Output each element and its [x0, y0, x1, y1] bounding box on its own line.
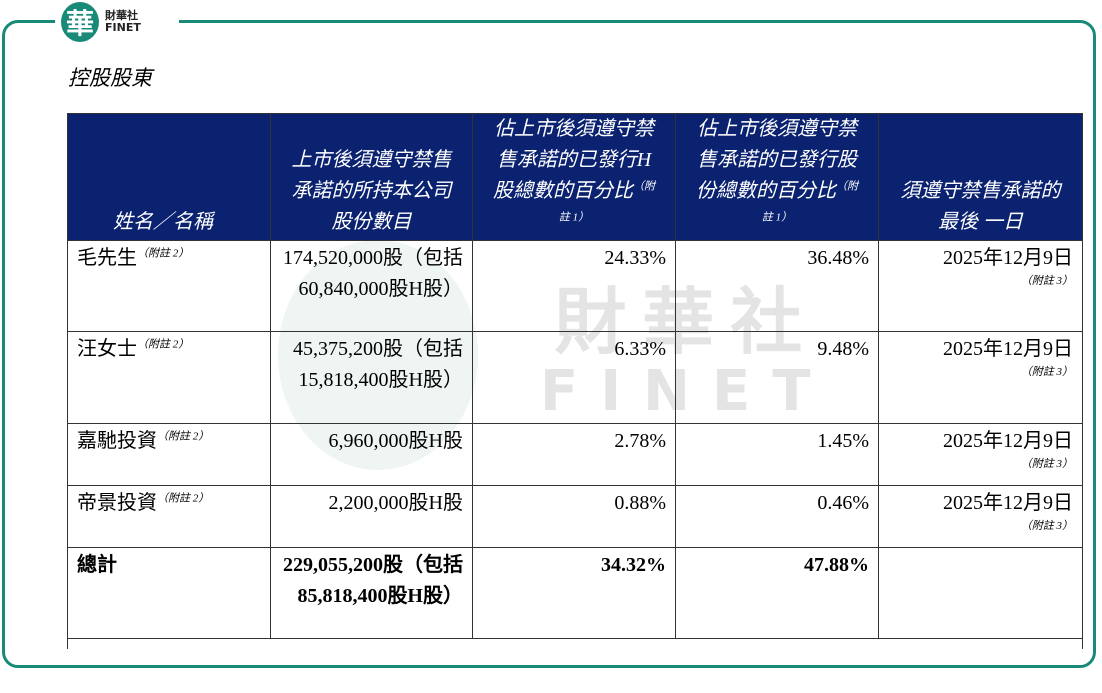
cell-text: 2,200,000股H股 [328, 492, 463, 514]
data-cell: 毛先生（附註 2） [67, 240, 271, 332]
footnote: （附註 3） [1020, 458, 1073, 470]
data-row: 嘉馳投資（附註 2） 6,960,000股H股 2.78% 1.45% 2025年12月… [67, 423, 1083, 486]
logo: 華 財華社 FINET [55, 0, 179, 44]
footnote: （附註 2） [137, 338, 190, 351]
logo-name: 財華社 [105, 9, 138, 22]
logo-mark: 華 [61, 2, 99, 42]
cell-text: 229,055,200股（包括85,818,400股H股） [283, 554, 463, 607]
data-cell: 24.33% [472, 240, 676, 332]
cell-text: 6,960,000股H股 [328, 430, 463, 452]
cell-text: 總計 [77, 554, 117, 576]
data-cell: 174,520,000股（包括60,840,000股H股） [270, 240, 473, 332]
header-cell: 須遵守禁售承諾的最後 一日 [878, 113, 1083, 241]
cell-text: 佔上市後須遵守禁售承諾的已發行H股總數的百分比 [493, 118, 654, 202]
empty-cell [67, 638, 271, 649]
data-cell: 帝景投資（附註 2） [67, 485, 271, 548]
section-title: 控股股東 [68, 66, 152, 90]
holdings-table: 姓名／名稱 上市後須遵守禁售承諾的所持本公司股份數目 佔上市後須遵守禁售承諾的已發行… [67, 113, 1083, 649]
data-cell: 2025年12月9日 （附註 3） [878, 423, 1083, 486]
empty-cell [675, 638, 879, 649]
data-cell: 45,375,200股（包括15,818,400股H股） [270, 331, 473, 424]
empty-cell [270, 638, 473, 649]
cell-text: 2.78% [614, 430, 666, 452]
frame [2, 20, 1096, 668]
total-cell: 229,055,200股（包括85,818,400股H股） [270, 547, 473, 639]
total-cell: 總計 [67, 547, 271, 639]
data-cell: 0.46% [675, 485, 879, 548]
data-row: 帝景投資（附註 2） 2,200,000股H股 0.88% 0.46% 2025年12月… [67, 485, 1083, 548]
footnote: （附註 3） [1020, 520, 1073, 532]
header-cell: 上市後須遵守禁售承諾的所持本公司股份數目 [270, 113, 473, 241]
footnote: （附註 2） [157, 492, 210, 505]
total-cell: 47.88% [675, 547, 879, 639]
cell-text: 姓名／名稱 [113, 211, 213, 233]
cell-text: 嘉馳投資 [77, 430, 157, 452]
footnote: （附註 1） [558, 180, 655, 224]
data-cell: 2.78% [472, 423, 676, 486]
data-cell: 2025年12月9日 （附註 3） [878, 240, 1083, 332]
data-cell: 2025年12月9日 （附註 3） [878, 331, 1083, 424]
table-continuation [67, 638, 1083, 649]
data-cell: 36.48% [675, 240, 879, 332]
header-cell: 姓名／名稱 [67, 113, 271, 241]
cell-text: 34.32% [601, 554, 666, 576]
cell-text: 45,375,200股（包括15,818,400股H股） [293, 338, 463, 391]
cell-text: 0.88% [614, 492, 666, 514]
header-cell: 佔上市後須遵守禁售承諾的已發行股份總數的百分比（附註 1） [675, 113, 879, 241]
cell-text: 須遵守禁售承諾的最後 一日 [900, 180, 1061, 233]
cell-text: 1.45% [817, 430, 869, 452]
data-cell: 汪女士（附註 2） [67, 331, 271, 424]
cell-text: 2025年12月9日 [943, 492, 1073, 514]
footnote: （附註 2） [137, 247, 190, 260]
empty-cell [878, 547, 1083, 639]
data-cell: 1.45% [675, 423, 879, 486]
cell-text: 0.46% [817, 492, 869, 514]
cell-text: 174,520,000股（包括60,840,000股H股） [283, 247, 463, 300]
footnote: （附註 3） [1020, 366, 1073, 378]
data-cell: 2025年12月9日 （附註 3） [878, 485, 1083, 548]
logo-sub: FINET [105, 21, 141, 34]
cell-text: 佔上市後須遵守禁售承諾的已發行股份總數的百分比 [696, 118, 857, 202]
empty-cell [878, 638, 1083, 649]
cell-text: 47.88% [804, 554, 869, 576]
footnote: （附註 1） [761, 180, 858, 224]
cell-text: 24.33% [604, 247, 666, 269]
data-cell: 6,960,000股H股 [270, 423, 473, 486]
cell-text: 帝景投資 [77, 492, 157, 514]
header-row: 姓名／名稱 上市後須遵守禁售承諾的所持本公司股份數目 佔上市後須遵守禁售承諾的已發行… [67, 113, 1083, 241]
footnote: （附註 2） [157, 430, 210, 443]
cell-text: 9.48% [817, 338, 869, 360]
cell-text: 6.33% [614, 338, 666, 360]
cell-text: 2025年12月9日 [943, 247, 1073, 269]
empty-cell [472, 638, 676, 649]
cell-text: 2025年12月9日 [943, 430, 1073, 452]
total-row: 總計 229,055,200股（包括85,818,400股H股） 34.32% 47.… [67, 547, 1083, 639]
cell-text: 36.48% [807, 247, 869, 269]
cell-text: 2025年12月9日 [943, 338, 1073, 360]
cell-text: 毛先生 [77, 247, 137, 269]
data-cell: 2,200,000股H股 [270, 485, 473, 548]
data-cell: 9.48% [675, 331, 879, 424]
cell-text: 上市後須遵守禁售承諾的所持本公司股份數目 [291, 149, 452, 233]
data-cell: 0.88% [472, 485, 676, 548]
total-cell: 34.32% [472, 547, 676, 639]
data-cell: 嘉馳投資（附註 2） [67, 423, 271, 486]
data-cell: 6.33% [472, 331, 676, 424]
data-row: 毛先生（附註 2） 174,520,000股（包括60,840,000股H股） 24… [67, 240, 1083, 332]
data-row: 汪女士（附註 2） 45,375,200股（包括15,818,400股H股） 6.3… [67, 331, 1083, 424]
cell-text: 汪女士 [77, 338, 137, 360]
header-cell: 佔上市後須遵守禁售承諾的已發行H股總數的百分比（附註 1） [472, 113, 676, 241]
footnote: （附註 3） [1020, 275, 1073, 287]
